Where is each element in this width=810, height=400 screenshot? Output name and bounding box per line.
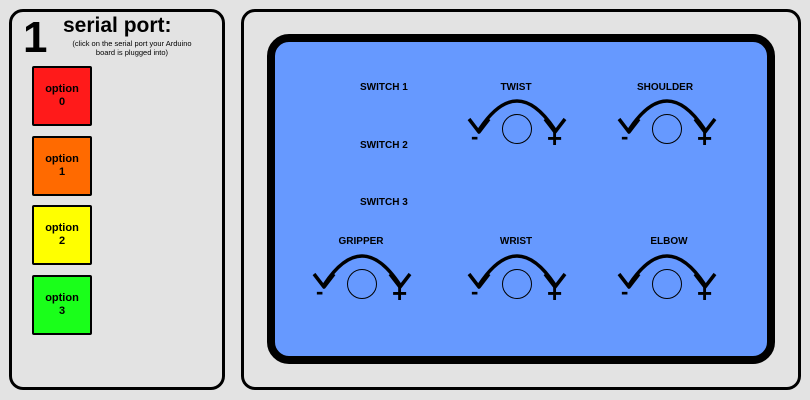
- elbow-minus-sign[interactable]: -: [621, 279, 629, 304]
- twist-minus-sign[interactable]: -: [471, 124, 479, 149]
- gripper-arc-arrow-icon: [312, 254, 412, 289]
- gripper-label: GRIPPER: [338, 236, 384, 247]
- switch-1-toggle[interactable]: SWITCH 1: [360, 82, 408, 93]
- option-label: option: [45, 83, 79, 95]
- serial-port-panel: 1 serial port: (click on the serial port…: [9, 9, 225, 390]
- shoulder-arc-arrow-icon: [617, 99, 717, 134]
- switch-3-toggle[interactable]: SWITCH 3: [360, 197, 408, 208]
- shoulder-label: SHOULDER: [636, 82, 694, 93]
- option-label: option: [45, 222, 79, 234]
- twist-arc-arrow-icon: [467, 99, 567, 134]
- control-screen: SWITCH 1 SWITCH 2 SWITCH 3 TWIST SHOULDE…: [267, 34, 775, 364]
- option-1-button[interactable]: option 1: [32, 136, 92, 196]
- option-number: 3: [58, 305, 66, 317]
- option-3-button[interactable]: option 3: [32, 275, 92, 335]
- wrist-knob[interactable]: [502, 269, 532, 299]
- option-number: 0: [58, 96, 66, 108]
- gripper-knob[interactable]: [347, 269, 377, 299]
- option-label: option: [45, 153, 79, 165]
- elbow-knob[interactable]: [652, 269, 682, 299]
- shoulder-plus-sign[interactable]: +: [697, 123, 713, 153]
- elbow-label: ELBOW: [650, 236, 688, 247]
- gripper-plus-sign[interactable]: +: [392, 278, 408, 308]
- robot-arm-control-panel: SWITCH 1 SWITCH 2 SWITCH 3 TWIST SHOULDE…: [241, 9, 801, 390]
- twist-knob[interactable]: [502, 114, 532, 144]
- serial-port-title: serial port:: [63, 14, 172, 37]
- elbow-dial[interactable]: - +: [615, 245, 719, 319]
- wrist-dial[interactable]: - +: [465, 245, 569, 319]
- shoulder-minus-sign[interactable]: -: [621, 124, 629, 149]
- serial-port-hint: (click on the serial port your Arduino b…: [72, 39, 192, 57]
- gripper-dial[interactable]: - +: [310, 245, 414, 319]
- shoulder-knob[interactable]: [652, 114, 682, 144]
- shoulder-dial[interactable]: - +: [615, 90, 719, 164]
- gripper-minus-sign[interactable]: -: [316, 279, 324, 304]
- step-number: 1: [23, 13, 48, 62]
- twist-plus-sign[interactable]: +: [547, 123, 563, 153]
- twist-dial[interactable]: - +: [465, 90, 569, 164]
- elbow-plus-sign[interactable]: +: [697, 278, 713, 308]
- option-0-button[interactable]: option 0: [32, 66, 92, 126]
- option-number: 2: [58, 235, 66, 247]
- elbow-arc-arrow-icon: [617, 254, 717, 289]
- option-2-button[interactable]: option 2: [32, 205, 92, 265]
- twist-label: TWIST: [500, 82, 532, 93]
- switch-2-toggle[interactable]: SWITCH 2: [360, 140, 408, 151]
- wrist-arc-arrow-icon: [467, 254, 567, 289]
- option-label: option: [45, 292, 79, 304]
- option-number: 1: [58, 166, 66, 178]
- wrist-minus-sign[interactable]: -: [471, 279, 479, 304]
- wrist-plus-sign[interactable]: +: [547, 278, 563, 308]
- wrist-label: WRIST: [499, 236, 533, 247]
